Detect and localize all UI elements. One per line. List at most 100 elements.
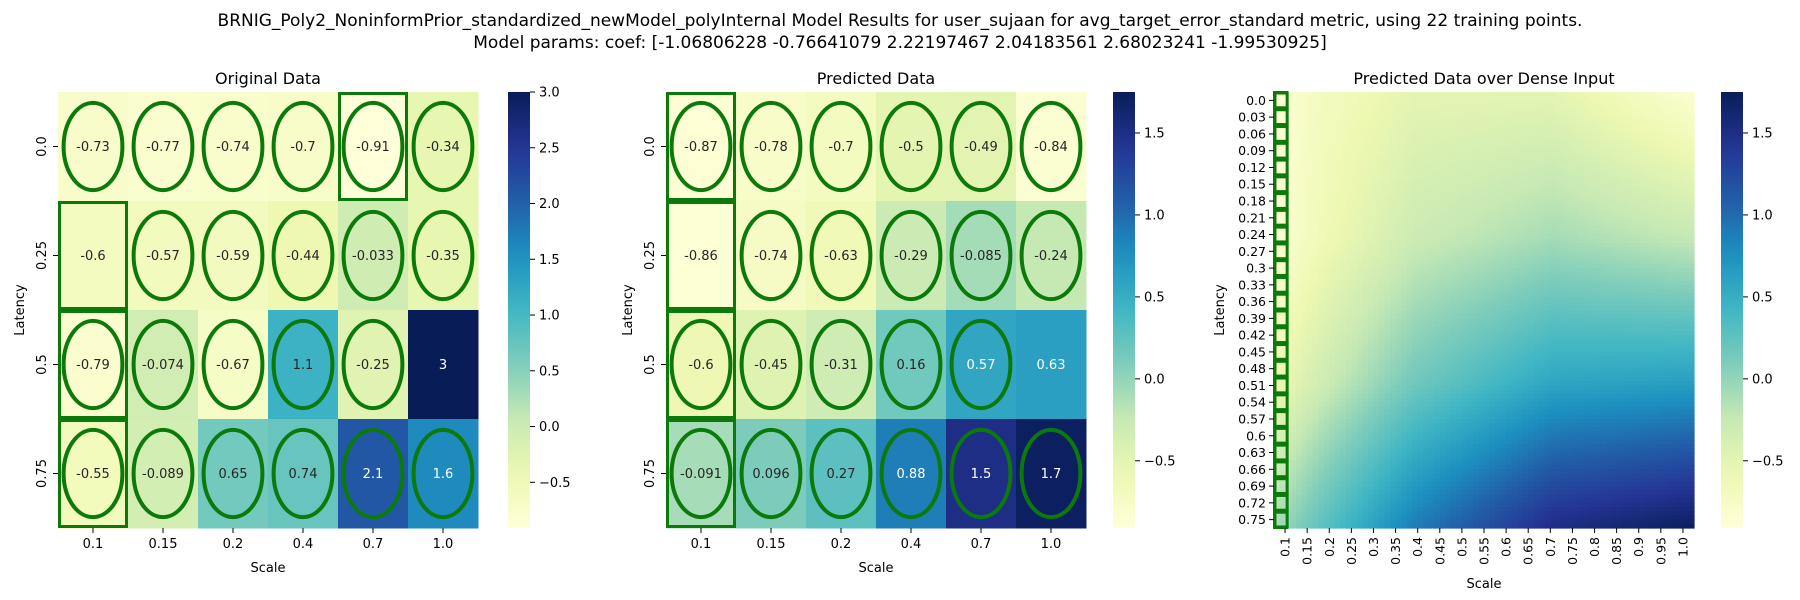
dense-cell [1423, 268, 1430, 273]
heatmap-cell [806, 310, 877, 420]
dense-cell [1517, 284, 1524, 290]
dense-cell [1666, 129, 1673, 135]
dense-cell [1622, 96, 1629, 101]
dense-cell [1622, 129, 1629, 135]
dense-cell [1373, 276, 1380, 282]
dense-cell [1423, 318, 1430, 324]
dense-cell [1489, 297, 1496, 303]
dense-cell [1395, 121, 1402, 127]
dense-cell [1660, 121, 1667, 127]
dense-cell [1550, 343, 1557, 349]
dense-cell [1528, 112, 1535, 118]
dense-cell [1461, 150, 1469, 156]
dense-cell [1660, 238, 1667, 244]
dense-cell [1572, 305, 1579, 311]
dense-cell [1638, 129, 1645, 135]
dense-cell [1561, 276, 1568, 282]
dense-cell [1406, 150, 1413, 156]
dense-cell [1406, 347, 1413, 353]
dense-cell [1555, 142, 1562, 148]
dense-cell [1434, 133, 1441, 139]
dense-cell [1605, 205, 1612, 210]
dense-cell [1566, 108, 1574, 114]
dense-cell [1484, 238, 1491, 244]
dense-cell [1373, 221, 1380, 227]
dense-cell [1390, 263, 1397, 269]
dense-cell [1511, 247, 1518, 252]
dense-cell [1467, 201, 1474, 206]
dense-cell [1445, 280, 1452, 286]
dense-cell [1506, 133, 1513, 139]
dense-cell [1340, 351, 1347, 357]
dense-cell [1401, 196, 1408, 202]
dense-cell [1390, 280, 1397, 286]
dense-cell [1467, 251, 1474, 257]
dense-cell [1318, 159, 1325, 164]
dense-cell [1401, 335, 1408, 340]
dense-cell [1660, 205, 1667, 210]
dense-cell [1450, 154, 1457, 160]
dense-cell [1583, 146, 1590, 152]
dense-cell [1318, 205, 1325, 210]
dense-cell [1312, 259, 1319, 265]
dense-cell [1539, 310, 1546, 315]
colorbar-tick-label: 1.5 [1144, 126, 1165, 141]
dense-cell [1401, 171, 1408, 177]
dense-cell [1594, 272, 1601, 278]
dense-cell [1351, 196, 1358, 202]
dense-cell [1467, 150, 1474, 156]
dense-cell [1406, 180, 1413, 185]
dense-cell [1550, 188, 1557, 194]
heatmap-cell [268, 92, 339, 202]
dense-cell [1367, 171, 1375, 177]
dense-cell [1318, 339, 1325, 345]
dense-cell [1495, 268, 1502, 273]
cell-value-label: -0.033 [352, 249, 394, 264]
dense-cell [1329, 221, 1336, 227]
dense-cell [1428, 247, 1435, 252]
dense-cell [1345, 268, 1352, 273]
dense-cell [1351, 339, 1358, 345]
dense-cell [1605, 184, 1612, 190]
dense-cell [1467, 221, 1474, 227]
dense-cell [1390, 96, 1397, 101]
dense-cell [1577, 289, 1585, 294]
dense-cell [1345, 201, 1352, 206]
dense-cell [1555, 326, 1562, 332]
dense-cell [1517, 171, 1524, 177]
dense-cell [1445, 259, 1452, 265]
dense-cell [1555, 259, 1562, 265]
dense-cell [1561, 92, 1568, 97]
dense-cell [1638, 138, 1645, 143]
dense-cell [1373, 108, 1380, 114]
dense-cell [1682, 150, 1690, 156]
dense-cell [1412, 314, 1419, 319]
dense-cell [1412, 276, 1419, 282]
dense-cell [1660, 263, 1667, 269]
dense-cell [1561, 108, 1568, 114]
dense-cell [1467, 339, 1474, 345]
dense-cell [1434, 322, 1441, 328]
dense-cell [1456, 100, 1463, 106]
dense-cell [1506, 301, 1513, 307]
dense-cell [1461, 201, 1469, 206]
dense-cell [1356, 255, 1364, 261]
dense-cell [1644, 213, 1651, 219]
dense-cell [1677, 242, 1684, 248]
dense-cell [1345, 335, 1352, 340]
dense-cell [1395, 268, 1402, 273]
dense-cell [1323, 247, 1330, 252]
dense-cell [1544, 163, 1551, 169]
dense-cell [1312, 251, 1319, 257]
dense-cell [1566, 255, 1574, 261]
dense-cell [1644, 238, 1651, 244]
dense-cell [1677, 142, 1684, 148]
dense-cell [1356, 238, 1364, 244]
dense-cell [1649, 263, 1656, 269]
dense-cell [1533, 196, 1540, 202]
cell-value-label: -0.86 [684, 249, 718, 264]
dense-cell [1666, 92, 1673, 97]
dense-cell [1439, 159, 1446, 164]
dense-cell [1522, 330, 1529, 336]
dense-cell [1544, 112, 1551, 118]
